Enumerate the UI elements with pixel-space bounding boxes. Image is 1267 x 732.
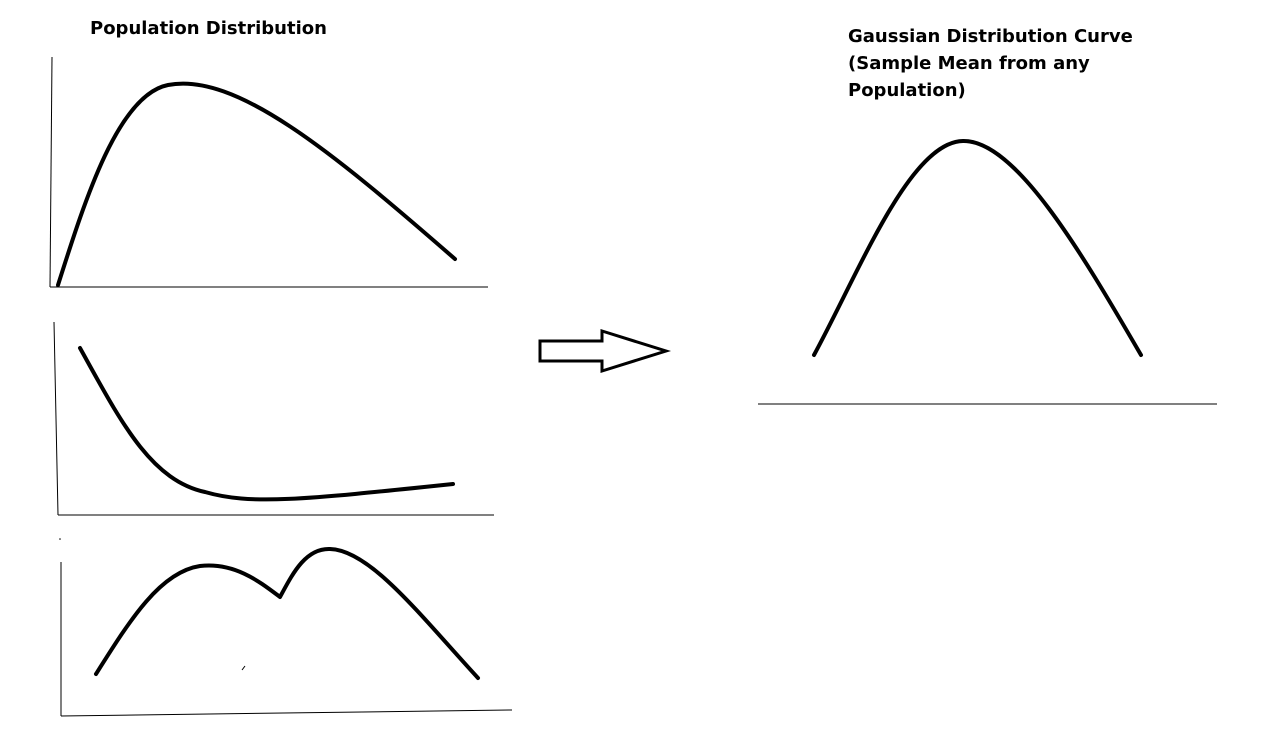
gaussian-title-line-3: Population) (848, 80, 966, 101)
gaussian-curve-title: Gaussian Distribution Curve (Sample Mean… (848, 23, 1133, 104)
bimodal-distribution-panel (59, 538, 513, 717)
panel3-x-axis (60, 709, 513, 717)
right-arrow-icon (538, 328, 672, 374)
gaussian-title-line-2: (Sample Mean from any (848, 53, 1090, 74)
panel2-decay-curve (78, 346, 455, 502)
gaussian-title-line-1: Gaussian Distribution Curve (848, 26, 1133, 47)
panel1-skewed-curve (56, 81, 457, 287)
panel2-y-axis (53, 321, 59, 516)
panel3-stray-mark (59, 538, 61, 540)
gaussian-distribution-panel (758, 138, 1217, 405)
population-distribution-title: Population Distribution (90, 18, 327, 39)
skewed-distribution-panel (49, 56, 488, 288)
panel3-bimodal-curve (94, 546, 480, 680)
panel1-y-axis (49, 56, 53, 288)
decay-distribution-panel (53, 321, 494, 516)
panel3-stray-tick (241, 665, 246, 671)
gaussian-bell-curve (812, 138, 1143, 357)
